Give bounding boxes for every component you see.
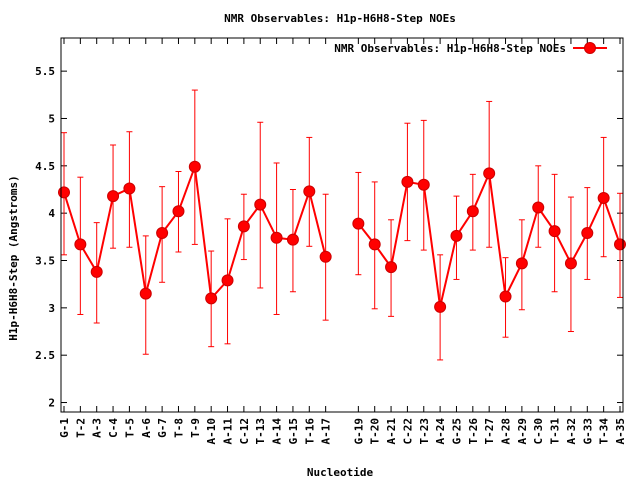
x-tick-label: T-23 — [418, 418, 431, 445]
data-point — [368, 238, 381, 251]
x-tick-label: T-5 — [123, 418, 136, 438]
x-tick-label: C-30 — [532, 418, 545, 445]
x-tick-label: A-10 — [205, 418, 218, 445]
x-tick-label: T-31 — [549, 418, 562, 445]
data-point — [188, 160, 201, 173]
x-tick-label: T-13 — [254, 418, 267, 445]
legend-label: NMR Observables: H1p-H6H8-Step NOEs — [334, 42, 566, 55]
x-tick-label: T-8 — [172, 418, 185, 438]
data-point — [450, 229, 463, 242]
x-tick-label: T-16 — [303, 418, 316, 445]
data-point — [319, 250, 332, 263]
x-tick-label: G-7 — [156, 418, 169, 438]
data-point — [597, 192, 610, 205]
error-bars — [61, 89, 623, 361]
x-tick-label: G-33 — [581, 418, 594, 445]
data-point — [532, 201, 545, 214]
data-point — [254, 198, 267, 211]
data-point — [434, 300, 447, 313]
legend: NMR Observables: H1p-H6H8-Step NOEs — [334, 42, 607, 55]
x-tick-label: G-1 — [58, 418, 71, 438]
data-point — [483, 167, 496, 180]
data-point — [286, 233, 299, 246]
x-tick-label: T-2 — [74, 418, 87, 438]
data-point — [499, 290, 512, 303]
y-axis: 2 2.5 3 3.5 4 4.5 5 5.5 — [35, 65, 623, 410]
x-tick-label: A-24 — [434, 418, 447, 445]
data-point — [156, 227, 169, 240]
y-tick-label: 4 — [48, 207, 55, 220]
data-point — [303, 185, 316, 198]
data-point — [90, 265, 103, 278]
x-tick-label: A-35 — [614, 418, 627, 445]
y-axis-label: H1p-H6H8-Step (Angstroms) — [7, 175, 20, 341]
plot-frame — [60, 37, 624, 413]
x-tick-label: T-27 — [483, 418, 496, 445]
x-axis-label: Nucleotide — [307, 466, 374, 479]
x-tick-label: T-34 — [598, 418, 611, 445]
x-tick-label: A-29 — [516, 418, 529, 445]
y-tick-label: 3 — [48, 302, 55, 315]
x-tick-label: G-19 — [352, 418, 365, 445]
x-tick-label: G-25 — [450, 418, 463, 445]
data-point — [237, 220, 250, 233]
y-tick-label: 5.5 — [35, 65, 55, 78]
data-point — [385, 261, 398, 274]
data-point — [548, 225, 561, 238]
data-point — [221, 274, 234, 287]
y-tick-label: 5 — [48, 112, 55, 125]
data-point — [417, 178, 430, 191]
x-tick-label: C-4 — [107, 418, 120, 438]
x-tick-label: T-9 — [189, 418, 202, 438]
x-tick-label: A-21 — [385, 418, 398, 445]
chart-title: NMR Observables: H1p-H6H8-Step NOEs — [224, 12, 456, 25]
x-tick-label: C-12 — [238, 418, 251, 445]
x-tick-label: A-6 — [140, 418, 153, 438]
x-tick-label: A-3 — [91, 418, 104, 438]
x-tick-label: T-26 — [467, 418, 480, 445]
y-tick-label: 3.5 — [35, 255, 55, 268]
x-tick-label: A-14 — [271, 418, 284, 445]
data-point — [401, 175, 414, 188]
data-point — [614, 238, 626, 251]
data-point — [107, 190, 120, 203]
legend-marker — [584, 42, 596, 54]
x-tick-label: C-22 — [401, 418, 414, 445]
y-tick-label: 4.5 — [35, 160, 55, 173]
x-tick-label: A-11 — [222, 418, 235, 445]
data-point — [581, 227, 594, 240]
data-point — [466, 205, 479, 218]
data-point — [352, 217, 365, 230]
data-point — [515, 257, 528, 270]
data-point — [139, 287, 152, 300]
x-tick-label: A-17 — [320, 418, 333, 445]
x-tick-label: A-28 — [500, 418, 513, 445]
x-axis: G-1 T-2 A-3 C-4 T-5 A-6 G-7 T-8 T-9 A-10 A-11 C-12 T… — [58, 38, 627, 445]
y-tick-label: 2.5 — [35, 349, 55, 362]
series-markers — [58, 160, 626, 313]
series-lines — [63, 166, 621, 308]
data-point — [123, 182, 136, 195]
x-tick-label: G-15 — [287, 418, 300, 445]
x-tick-label: A-32 — [565, 418, 578, 445]
data-point — [58, 186, 70, 199]
data-point — [205, 292, 218, 305]
data-point — [270, 231, 283, 244]
data-point — [564, 257, 577, 270]
data-point — [74, 238, 87, 251]
data-point — [172, 205, 185, 218]
x-tick-label: T-20 — [369, 418, 382, 445]
y-tick-label: 2 — [48, 397, 55, 410]
